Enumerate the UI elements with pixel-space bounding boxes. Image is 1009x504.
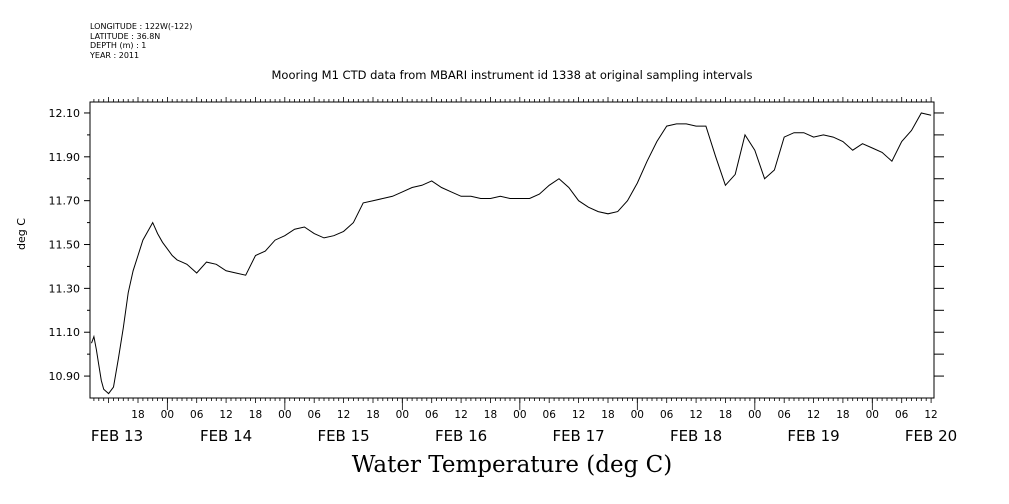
y-tick-label: 11.50 xyxy=(49,239,81,252)
x-tick-label: 12 xyxy=(924,409,937,421)
longitude-label: LONGITUDE : 122W(-122) xyxy=(90,22,193,31)
x-tick-label: 06 xyxy=(190,409,204,421)
x-tick-label: 18 xyxy=(131,409,144,421)
y-tick-label: 10.90 xyxy=(49,370,81,383)
x-tick-label: 00 xyxy=(513,409,526,421)
x-tick-label: 06 xyxy=(425,409,439,421)
y-tick-label: 11.30 xyxy=(49,282,81,295)
day-label: FEB 14 xyxy=(200,427,252,445)
x-tick-label: 18 xyxy=(601,409,614,421)
y-tick-label: 12.10 xyxy=(49,107,81,120)
year-label: YEAR : 2011 xyxy=(90,50,140,60)
x-tick-label: 18 xyxy=(249,409,262,421)
y-tick-label: 11.90 xyxy=(49,151,81,164)
depth-label: DEPTH (m) : 1 xyxy=(90,41,147,50)
x-tick-label: 06 xyxy=(308,409,322,421)
temperature-series-line xyxy=(91,112,932,395)
x-tick-label: 06 xyxy=(660,409,674,421)
x-tick-label: 18 xyxy=(484,409,497,421)
x-tick-label: 00 xyxy=(748,409,761,421)
y-tick-label: 11.10 xyxy=(49,326,81,339)
day-label: FEB 18 xyxy=(670,427,722,445)
x-tick-label: 06 xyxy=(778,409,792,421)
x-tick-label: 18 xyxy=(836,409,849,421)
x-tick-label: 18 xyxy=(719,409,732,421)
x-tick-label: 12 xyxy=(572,409,585,421)
x-minor-ticks xyxy=(93,97,932,403)
x-tick-label: 12 xyxy=(807,409,820,421)
x-tick-label: 00 xyxy=(866,409,879,421)
x-tick-label: 00 xyxy=(161,409,174,421)
x-tick-label: 12 xyxy=(454,409,467,421)
x-tick-label: 12 xyxy=(219,409,232,421)
chart-title: Mooring M1 CTD data from MBARI instrumen… xyxy=(271,68,753,82)
y-tick-label: 11.70 xyxy=(49,195,81,208)
day-label: FEB 17 xyxy=(552,427,604,445)
day-label: FEB 16 xyxy=(435,427,487,445)
day-label: FEB 15 xyxy=(317,427,369,445)
day-label: FEB 19 xyxy=(787,427,839,445)
x-tick-label: 12 xyxy=(337,409,350,421)
x-tick-label: 00 xyxy=(396,409,409,421)
x-tick-label: 00 xyxy=(278,409,291,421)
x-tick-label: 18 xyxy=(366,409,379,421)
plot-frame xyxy=(89,101,935,399)
metadata-block: LONGITUDE : 122W(-122) LATITUDE : 36.8N DE… xyxy=(90,22,192,60)
x-tick-label: 12 xyxy=(689,409,702,421)
day-label: FEB 13 xyxy=(91,427,143,445)
x-tick-label: 00 xyxy=(631,409,644,421)
x-tick-label: 06 xyxy=(895,409,909,421)
latitude-label: LATITUDE : 36.8N xyxy=(90,31,161,41)
x-tick-label: 06 xyxy=(543,409,557,421)
x-axis-caption: Water Temperature (deg C) xyxy=(351,452,673,478)
day-label: FEB 20 xyxy=(905,427,957,445)
